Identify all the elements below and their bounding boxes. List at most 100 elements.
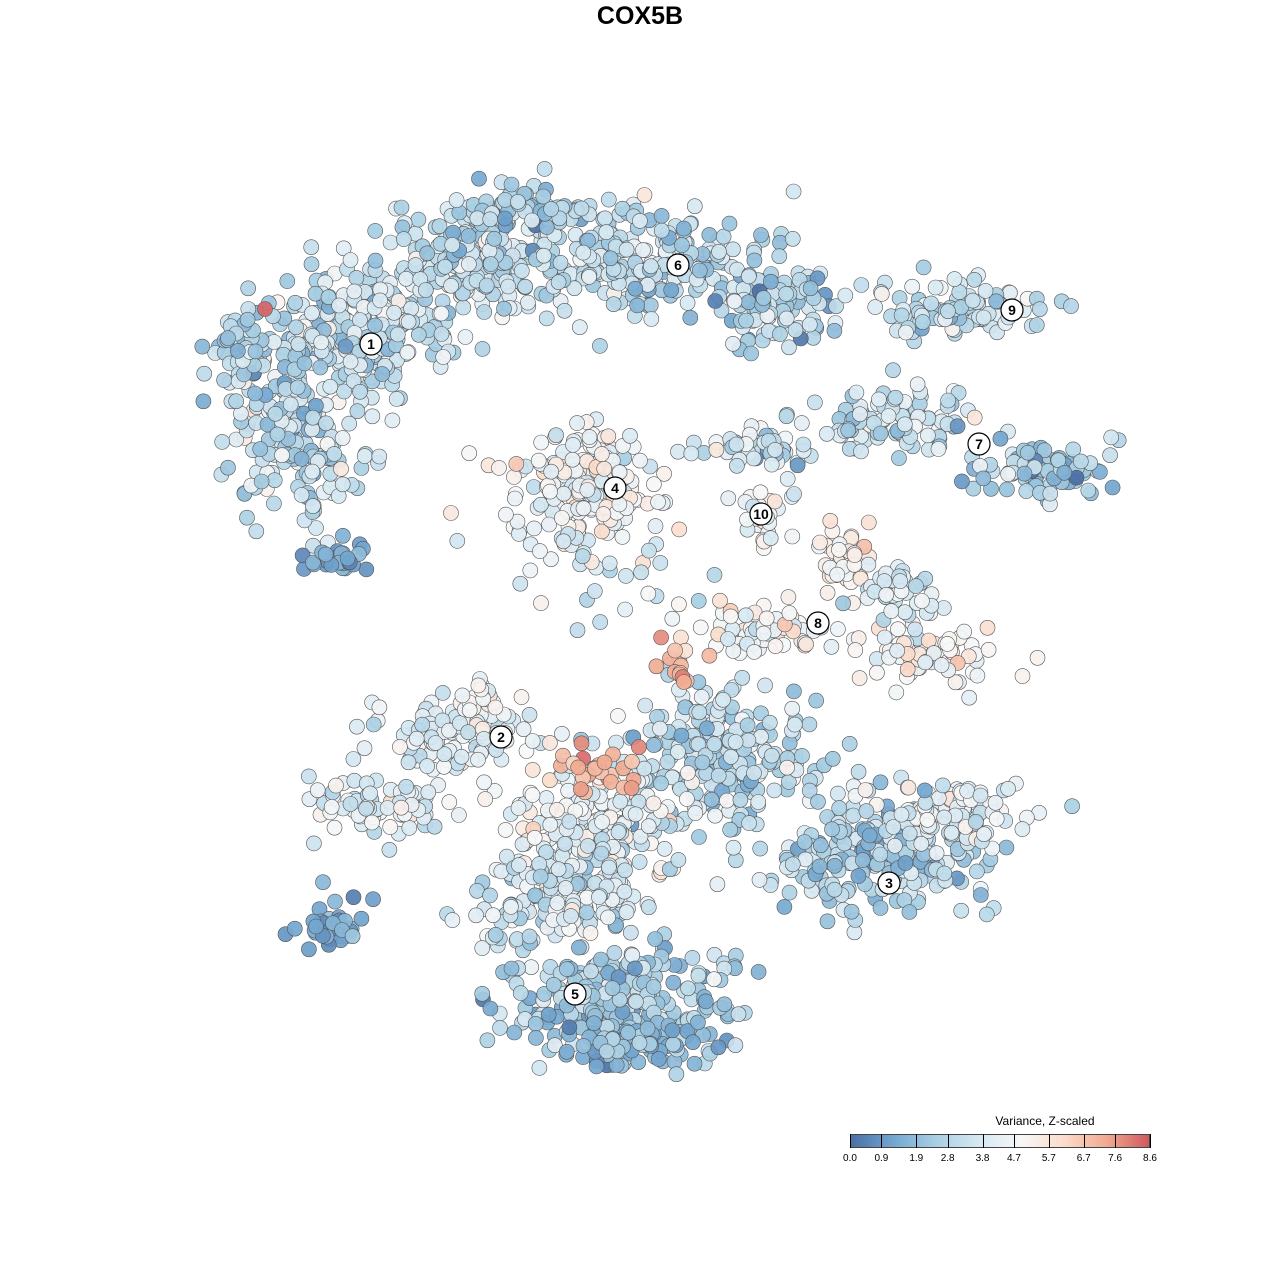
data-point: [309, 782, 326, 799]
data-point: [1018, 483, 1035, 499]
data-point: [610, 824, 627, 841]
data-point: [826, 857, 843, 874]
data-point: [451, 807, 467, 823]
data-point: [476, 731, 492, 747]
data-point: [521, 706, 538, 723]
data-point: [408, 730, 425, 747]
data-point: [239, 311, 256, 328]
data-point: [1073, 453, 1089, 470]
data-point: [498, 506, 514, 523]
data-point: [850, 868, 867, 884]
data-point: [694, 754, 711, 771]
data-point: [506, 1024, 523, 1041]
data-point: [1032, 301, 1048, 318]
data-point: [600, 428, 617, 445]
data-point: [288, 319, 304, 336]
data-point: [548, 427, 564, 444]
data-point: [524, 762, 541, 778]
data-point: [345, 889, 362, 906]
data-point: [969, 863, 985, 880]
data-point: [853, 277, 870, 293]
data-point: [274, 447, 290, 464]
data-point: [382, 234, 399, 251]
data-point: [861, 827, 878, 844]
data-point: [337, 338, 354, 355]
data-point: [892, 573, 909, 589]
data-point: [841, 735, 858, 752]
data-point: [307, 285, 324, 302]
data-point: [612, 793, 629, 810]
data-point: [566, 280, 583, 297]
data-point: [557, 835, 573, 852]
data-point: [721, 215, 738, 232]
data-point: [919, 811, 936, 828]
data-point: [796, 834, 813, 850]
data-point: [738, 607, 754, 624]
data-point: [618, 241, 635, 258]
data-point: [617, 601, 633, 618]
data-point: [289, 379, 306, 396]
data-point: [679, 295, 696, 311]
data-point: [664, 610, 681, 627]
data-point: [594, 814, 610, 830]
legend-tick: [850, 1134, 851, 1148]
data-point: [732, 791, 749, 808]
data-point: [479, 1032, 496, 1049]
data-point: [776, 899, 793, 915]
data-point: [487, 926, 504, 943]
data-point: [1014, 821, 1031, 837]
data-point: [195, 393, 212, 410]
data-point: [711, 244, 727, 260]
data-point: [784, 528, 801, 545]
data-point: [389, 326, 406, 343]
data-point: [729, 457, 745, 474]
data-point: [693, 689, 710, 705]
data-point: [690, 1014, 706, 1031]
data-point: [624, 947, 641, 964]
data-point: [746, 252, 763, 269]
data-point: [772, 326, 788, 342]
data-point: [642, 297, 659, 314]
data-point: [779, 471, 796, 487]
data-point: [1103, 429, 1119, 446]
data-point: [810, 793, 826, 810]
data-point: [763, 456, 780, 473]
data-point: [331, 297, 347, 314]
data-point: [290, 336, 307, 353]
data-point: [549, 802, 565, 818]
data-point: [914, 593, 930, 609]
data-point: [443, 277, 459, 294]
data-point: [593, 446, 610, 462]
data-point: [885, 362, 901, 379]
data-point: [433, 326, 450, 342]
data-point: [293, 487, 310, 503]
data-point: [365, 891, 381, 908]
data-point: [740, 268, 757, 285]
data-point: [624, 753, 640, 770]
data-point: [503, 960, 520, 977]
data-point: [680, 980, 696, 997]
data-point: [706, 971, 722, 988]
data-point: [653, 629, 669, 646]
cluster-label: 8: [806, 611, 830, 635]
data-point: [384, 412, 401, 429]
data-point: [727, 1037, 744, 1053]
data-point: [266, 495, 282, 512]
data-point: [437, 258, 453, 275]
data-point: [641, 542, 657, 559]
data-point: [382, 819, 399, 835]
data-point: [716, 996, 733, 1013]
data-point: [907, 621, 923, 638]
data-point: [671, 596, 687, 613]
data-point: [336, 383, 352, 400]
data-point: [525, 479, 542, 495]
data-point: [872, 846, 889, 863]
data-point: [538, 219, 555, 235]
data-point: [565, 437, 581, 453]
data-point: [631, 739, 647, 755]
data-point: [381, 841, 398, 858]
data-point: [618, 904, 635, 921]
data-point: [266, 472, 283, 489]
data-point: [687, 805, 704, 821]
data-point: [433, 305, 450, 322]
